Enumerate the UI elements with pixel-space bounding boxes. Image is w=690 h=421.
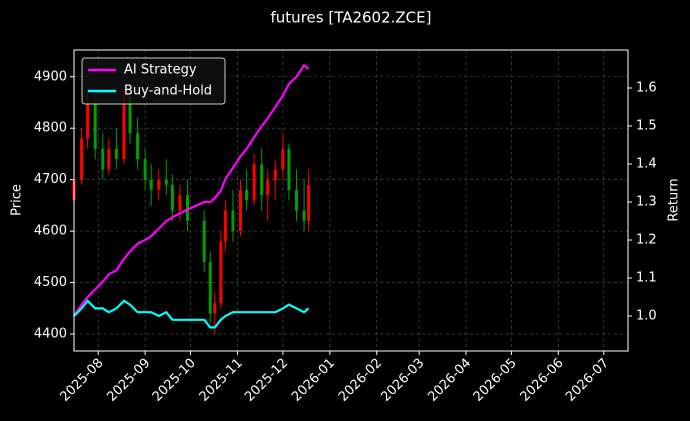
line-series xyxy=(73,63,310,317)
candle-body xyxy=(122,97,126,160)
candle-body xyxy=(302,210,306,221)
y2-tick-label: 1.0 xyxy=(636,309,657,324)
candle-body xyxy=(186,195,190,221)
legend-label: AI Strategy xyxy=(124,63,197,78)
candle-body xyxy=(101,148,105,170)
candle-body xyxy=(281,148,285,170)
candle-body xyxy=(239,189,243,232)
candle-body xyxy=(143,159,147,180)
candle-body xyxy=(164,179,168,185)
candle-body xyxy=(266,179,270,196)
y2-tick-label: 1.1 xyxy=(636,271,657,286)
y-tick-label: 4500 xyxy=(34,275,67,290)
candle-body xyxy=(260,164,264,196)
candle-body xyxy=(128,97,132,134)
candle-body xyxy=(157,179,161,190)
candle-body xyxy=(149,179,153,190)
candle-body xyxy=(295,189,299,211)
candle-body xyxy=(219,241,223,304)
candle-body xyxy=(136,133,140,160)
legend: AI Strategy Buy-and-Hold xyxy=(81,57,226,105)
y2-tick-label: 1.6 xyxy=(636,81,657,96)
candle-body xyxy=(114,148,118,160)
line-series xyxy=(73,299,310,329)
candle-body xyxy=(231,210,235,232)
candle-body xyxy=(208,261,212,314)
y2-tick-label: 1.2 xyxy=(636,233,657,248)
candle-body xyxy=(170,184,174,211)
candle-body xyxy=(86,102,90,139)
candle-body xyxy=(80,138,84,180)
y-tick-label: 4400 xyxy=(34,327,67,342)
candle-body xyxy=(307,184,311,221)
legend-label: Buy-and-Hold xyxy=(124,84,212,99)
y-tick-label: 4600 xyxy=(34,224,67,239)
candle-body xyxy=(107,148,111,170)
y-axis-label: Price xyxy=(10,184,25,216)
candle-body xyxy=(93,102,97,149)
candle-body xyxy=(202,220,206,262)
y2-tick-label: 1.4 xyxy=(636,157,657,172)
candle-body xyxy=(273,169,277,180)
plot-frame xyxy=(73,49,629,352)
y-tick-label: 4900 xyxy=(34,69,67,84)
candle-body xyxy=(213,303,217,314)
candle-body xyxy=(245,189,249,201)
candle-body xyxy=(287,148,291,190)
candle-body xyxy=(223,210,227,242)
y2-tick-label: 1.3 xyxy=(636,195,657,210)
y2-tick-label: 1.5 xyxy=(636,119,657,134)
y2-axis-label: Return xyxy=(667,178,682,221)
candle-body xyxy=(178,195,182,211)
legend-box xyxy=(81,57,226,105)
y-tick-label: 4700 xyxy=(34,172,67,187)
candle-body xyxy=(252,164,256,201)
y-tick-label: 4800 xyxy=(34,121,67,136)
chart-title: futures [TA2602.ZCE] xyxy=(271,9,432,27)
